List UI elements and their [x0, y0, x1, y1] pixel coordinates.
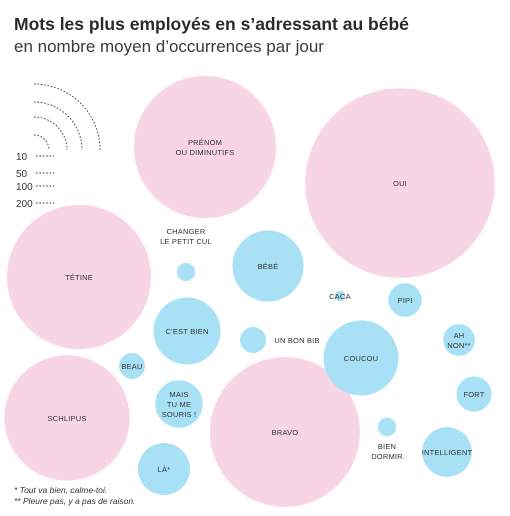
bubble-circle [377, 417, 397, 437]
bubble-circle [133, 75, 277, 219]
chart-title: Mots les plus employés en s’adressant au… [14, 14, 409, 34]
footnote-1: * Tout va bien, calme-toi. [14, 485, 108, 495]
bubble-label: COUCOU [344, 354, 379, 363]
legend-arc [33, 83, 101, 151]
bubble-label: FORT [463, 390, 484, 399]
bubble: MAIS TU ME SOURIS ! [155, 380, 203, 428]
chart-subtitle: en nombre moyen d’occurrences par jour [14, 37, 324, 56]
bubble: CACA [329, 290, 351, 302]
bubble-circle [4, 355, 130, 481]
size-legend: 10 50 100 200 [16, 83, 101, 210]
bubble: SCHLIPUS [4, 355, 130, 481]
bubble-label: BIEN DORMIR [371, 442, 403, 461]
bubble-label: BEAU [121, 362, 142, 371]
bubble-circle [443, 324, 475, 356]
bubble-label: CACA [329, 292, 351, 301]
legend-arc [33, 101, 83, 151]
legend-label: 100 [16, 182, 33, 193]
bubble-circle [119, 353, 145, 379]
bubble-label: OUI [393, 179, 407, 188]
bubble-label: AH NON** [447, 331, 471, 350]
bubble-circle [6, 204, 152, 350]
bubble-circle [176, 262, 196, 282]
legend-arc [33, 134, 50, 151]
bubble-circle [210, 357, 360, 507]
bubble: CHANGER LE PETIT CUL [160, 227, 212, 282]
bubble: BIEN DORMIR [371, 417, 403, 461]
bubble-circle [456, 376, 492, 412]
bubble-label: BRAVO [272, 428, 299, 437]
legend-label: 200 [16, 199, 33, 210]
bubble-circle [153, 297, 221, 365]
bubble-circle [305, 88, 495, 278]
bubble-label: LÀ* [158, 465, 171, 474]
bubble: INTELLIGENT [422, 427, 473, 477]
bubble-circle [138, 443, 190, 495]
bubble-label: SCHLIPUS [47, 414, 86, 423]
bubble: AH NON** [443, 324, 475, 356]
bubble-label: TÉTINE [65, 273, 93, 282]
bubble-circle [334, 290, 346, 302]
footnote-2: ** Pleure pas, y a pas de raison. [14, 496, 136, 506]
bubble: FORT [456, 376, 492, 412]
bubble-label: MAIS TU ME SOURIS ! [162, 390, 197, 419]
bubble: BEAU [119, 353, 145, 379]
bubble: PIPI [388, 283, 422, 317]
bubble-label: UN BON BIB [274, 336, 319, 345]
bubble-circle [323, 320, 399, 396]
bubble-circle [232, 230, 304, 302]
bubble: C’EST BIEN [153, 297, 221, 365]
bubble: OUI [305, 88, 495, 278]
bubble-circle [155, 380, 203, 428]
bubble-circle [422, 427, 472, 477]
bubble-label: PIPI [398, 296, 413, 305]
bubble: BRAVO [210, 357, 360, 507]
bubble: LÀ* [138, 443, 190, 495]
bubble: TÉTINE [6, 204, 152, 350]
bubble-circle [240, 327, 266, 353]
bubble-label: C’EST BIEN [165, 327, 208, 336]
bubble: BÉBÉ [232, 230, 304, 302]
legend-arc [33, 116, 68, 151]
legend-label: 50 [16, 169, 28, 180]
bubble: UN BON BIB [240, 327, 319, 353]
bubble: COUCOU [323, 320, 399, 396]
bubble-label: BÉBÉ [258, 262, 279, 271]
bubble-label: PRÉNOM OU DIMINUTIFS [176, 138, 235, 157]
bubble-label: INTELLIGENT [422, 448, 473, 457]
legend-label: 10 [16, 152, 28, 163]
bubble: PRÉNOM OU DIMINUTIFS [133, 75, 277, 219]
bubble-label: CHANGER LE PETIT CUL [160, 227, 212, 246]
bubble-circle [388, 283, 422, 317]
